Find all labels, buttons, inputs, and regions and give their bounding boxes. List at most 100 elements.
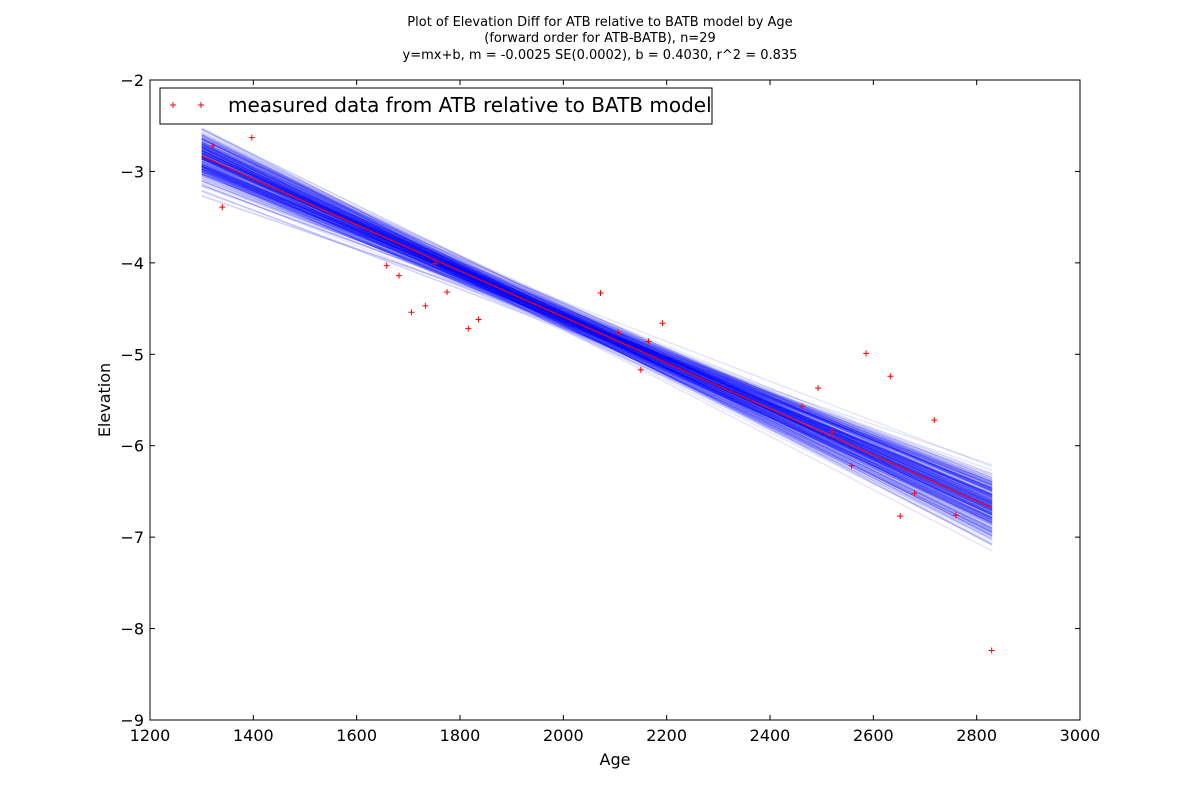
bootstrap-line: [201, 160, 993, 507]
bootstrap-line: [201, 170, 993, 497]
bootstrap-line: [201, 147, 993, 539]
y-tick-label: −7: [120, 528, 144, 547]
bootstrap-line: [201, 147, 993, 536]
bootstrap-line: [201, 161, 993, 514]
bootstrap-line: [201, 128, 993, 541]
bootstrap-line: [201, 168, 993, 489]
bootstrap-line: [201, 156, 993, 493]
bootstrap-line: [201, 138, 993, 508]
bootstrap-line: [201, 157, 993, 491]
data-point: [645, 338, 652, 345]
bootstrap-line: [201, 171, 993, 498]
bootstrap-line: [201, 194, 993, 471]
data-point: [432, 260, 439, 267]
bootstrap-line: [201, 136, 993, 529]
bootstrap-line: [201, 167, 993, 505]
bootstrap-line: [201, 153, 993, 492]
title-line-1: Plot of Elevation Diff for ATB relative …: [407, 15, 792, 30]
bootstrap-line: [201, 163, 993, 503]
bootstrap-line: [201, 140, 993, 529]
bootstrap-line: [201, 162, 993, 511]
bootstrap-line: [201, 158, 993, 515]
bootstrap-line: [201, 160, 993, 487]
bootstrap-line: [201, 157, 993, 522]
bootstrap-line: [201, 168, 993, 519]
data-point: [248, 134, 255, 141]
data-point: [637, 366, 644, 373]
bootstrap-line: [201, 166, 993, 516]
legend: measured data from ATB relative to BATB …: [159, 87, 713, 125]
bootstrap-line: [201, 173, 993, 489]
y-tick-label: −8: [120, 620, 144, 639]
data-point: [887, 373, 894, 380]
bootstrap-line: [201, 180, 993, 479]
x-tick-label: 1800: [440, 726, 481, 745]
bootstrap-line: [201, 146, 993, 520]
bootstrap-line: [201, 147, 993, 523]
bootstrap-line: [201, 154, 993, 501]
bootstrap-line: [201, 165, 993, 490]
bootstrap-line: [201, 164, 993, 501]
bootstrap-line: [201, 170, 993, 483]
bootstrap-line: [201, 143, 993, 532]
bootstrap-line: [201, 169, 993, 490]
data-point: [465, 325, 472, 332]
bootstrap-line: [201, 169, 993, 491]
bootstrap-line: [201, 156, 993, 492]
bootstrap-line: [201, 158, 993, 501]
bootstrap-line: [201, 149, 993, 521]
bootstrap-line: [201, 152, 993, 501]
bootstrap-line: [201, 168, 993, 504]
data-point: [396, 272, 403, 279]
x-axis-label: Age: [600, 750, 631, 769]
legend-box: [159, 87, 713, 125]
bootstrap-line: [201, 165, 993, 509]
bootstrap-line: [201, 165, 993, 497]
bootstrap-line: [201, 178, 993, 491]
bootstrap-line: [201, 171, 993, 495]
bootstrap-line: [201, 137, 993, 542]
legend-entry-label: measured data from ATB relative to BATB …: [228, 93, 712, 117]
bootstrap-line: [201, 165, 993, 487]
bootstrap-line: [201, 142, 993, 552]
bootstrap-line: [201, 135, 993, 532]
bootstrap-line: [201, 134, 993, 525]
bootstrap-line: [201, 165, 993, 496]
y-tick-label: −3: [120, 162, 144, 181]
bootstrap-line: [201, 149, 993, 523]
bootstrap-line: [201, 147, 993, 518]
bootstrap-line: [201, 165, 993, 487]
bootstrap-line: [201, 150, 993, 508]
bootstrap-line: [201, 163, 993, 505]
bootstrap-line: [201, 189, 993, 495]
data-point: [597, 290, 604, 297]
bootstrap-line: [201, 168, 993, 498]
data-point: [444, 289, 451, 296]
bootstrap-line: [201, 151, 993, 523]
bootstrap-line: [201, 152, 993, 504]
bootstrap-line: [201, 153, 993, 504]
bootstrap-line: [201, 133, 993, 519]
data-point: [911, 490, 918, 497]
bootstrap-line: [201, 170, 993, 489]
y-tick-label: −9: [120, 711, 144, 730]
bootstrap-line: [201, 133, 993, 509]
bootstrap-line: [201, 172, 993, 479]
bootstrap-line: [201, 160, 993, 496]
bootstrap-line: [201, 147, 993, 523]
bootstrap-line: [201, 182, 993, 475]
bootstrap-line: [201, 152, 993, 508]
data-points: [210, 134, 995, 654]
bootstrap-line: [201, 156, 993, 486]
bootstrap-line: [201, 142, 993, 524]
bootstrap-line: [201, 137, 993, 502]
bootstrap-line: [201, 157, 993, 524]
bootstrap-line: [201, 164, 993, 512]
bootstrap-line: [201, 137, 993, 531]
bootstrap-line: [201, 154, 993, 506]
bootstrap-line: [201, 138, 993, 528]
bootstrap-line: [201, 134, 993, 525]
bootstrap-line: [201, 146, 993, 516]
bootstrap-line: [201, 149, 993, 505]
bootstrap-line: [201, 146, 993, 501]
